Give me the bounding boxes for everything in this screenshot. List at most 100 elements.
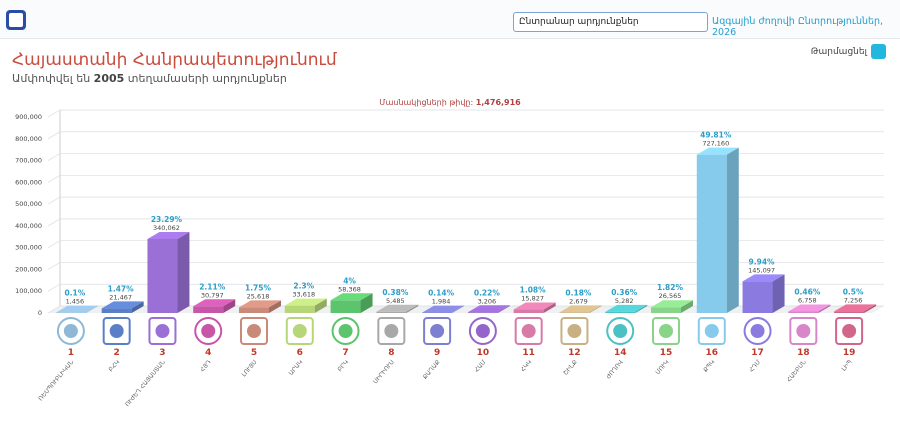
party-logo-mark [842,324,857,338]
party-logo-mark [247,324,261,338]
party-logo-mark [567,324,582,338]
party-logo-mark [155,324,170,338]
bar [651,307,681,313]
party-logo-mark [63,324,78,338]
grid-line [47,174,884,183]
value-label: 33,618 [292,291,315,299]
y-tick-label: 700,000 [15,157,42,165]
bar-side [131,301,144,313]
bar-top [330,293,373,301]
share-label: 23.29% [151,215,183,224]
party-number: 14 [614,348,627,358]
share-label: 0.22% [474,288,501,297]
grid-line [47,218,884,227]
value-label: 21,467 [109,293,132,301]
party-name: ՇԻՆՔ [562,358,579,376]
party-logo-mark [796,324,811,338]
party-logo-mark [521,324,536,338]
bar-side [452,305,465,313]
party-number: 5 [251,348,257,358]
subtitle-text: տեղամասերի արդյունքներ [127,72,287,85]
y-tick-label: 0 [38,309,42,317]
share-label: 1.47% [108,284,135,293]
party-number: 17 [751,348,764,358]
page-title: Հայաստանի Հանրապետությունում [12,50,337,70]
party-logo-mark [475,324,490,338]
value-label: 6,758 [798,297,817,305]
share-label: 1.08% [520,286,547,295]
share-label: 0.1% [64,289,85,298]
grid-line [47,283,884,292]
bar-top [559,305,602,313]
share-label: 9.94% [749,257,776,266]
share-label: 49.81% [700,131,732,140]
party-name: ՈՒԺԵՂ ՀԱՅԱՍՏԱՆ [124,358,167,408]
bar [193,306,224,313]
top-bar: Ընտրանար արդյունքներ Ազգային ժողովի Ընտր… [0,0,900,39]
bar [559,312,590,313]
grid-line [47,240,884,248]
party-name: ՀԿԿ [519,359,533,374]
party-name: ՌԵՍՊՈՒԲԼԻԿԱՆ [37,358,76,402]
bar [467,312,498,313]
bar-top [101,301,144,309]
party-name: ՀՅԴ [199,358,213,373]
grid-line [47,196,884,205]
share-label: 1.75% [245,283,272,292]
bar-top [513,302,556,310]
party-number: 9 [434,348,440,358]
party-name: ԺՈՂՈՎ [605,358,625,380]
bar-side [864,304,877,313]
bar-side [818,304,831,313]
party-name: ԼՈՒՅՍ [241,359,259,378]
party-number: 8 [388,348,394,358]
bar-side [497,305,510,313]
value-label: 30,797 [201,291,224,299]
party-logo-mark [338,324,353,338]
share-label: 0.46% [794,288,821,297]
bar-top [376,304,419,312]
share-label: 4% [343,276,356,285]
party-logo-mark [659,324,673,338]
bar [513,309,544,313]
refresh-button[interactable] [871,44,886,59]
share-label: 0.36% [611,288,638,297]
bar-side [360,293,373,313]
party-number: 15 [660,348,673,358]
value-label: 3,206 [478,297,497,305]
bar-side [406,304,419,313]
election-link[interactable]: Ազգային ժողովի Ընտրություններ, 2026 [712,16,884,38]
party-logo-mark [613,324,628,338]
bar [239,307,269,313]
bar-side [177,231,190,313]
search-box[interactable]: Ընտրանար արդյունքներ [513,12,708,32]
refresh-label: Թարմացնել [810,46,867,57]
party-number: 4 [205,348,211,358]
party-number: 11 [522,348,535,358]
value-label: 26,565 [659,292,682,300]
logo[interactable] [6,10,26,30]
bar-side [223,299,236,313]
participants-label: Մասնակիցների թիվը: [379,98,473,107]
party-logo-mark [384,324,399,338]
bar [147,238,178,313]
y-tick-label: 400,000 [15,222,42,230]
bar [376,311,407,313]
refresh[interactable]: Թարմացնել [811,44,886,59]
party-name: ՍԻՐԻՈՒՍ [372,359,396,386]
participants: Մասնակիցների թիվը: 1,476,916 [379,98,521,107]
party-name: ՀԱՄ [473,359,487,374]
bar [330,300,361,313]
share-label: 2.3% [293,282,314,291]
value-label: 5,282 [615,297,634,305]
bar-side [726,147,739,313]
grid-line [47,262,884,270]
bar [742,281,773,313]
grid-line [47,131,884,140]
bar [834,311,865,313]
value-label: 1,984 [432,298,451,306]
bar [101,308,132,313]
party-name: ՔԱՂԱՔ [422,358,442,380]
y-tick-label: 100,000 [15,287,42,295]
party-number: 19 [843,348,856,358]
